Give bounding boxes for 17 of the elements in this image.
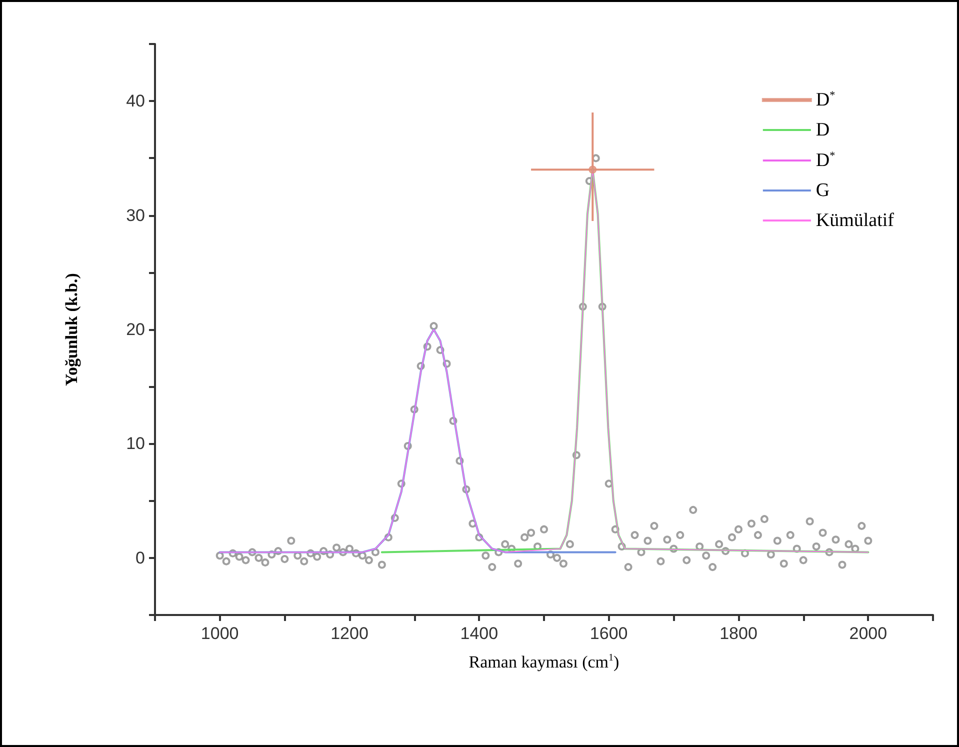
x-tick-label: 2000 [849, 624, 888, 643]
legend-label: G [816, 180, 830, 201]
y-tick-label: 40 [126, 92, 145, 111]
y-tick-label: 30 [126, 206, 145, 225]
legend-label: Kümülatif [816, 210, 895, 231]
legend-label: D* [816, 150, 836, 171]
y-axis-title: Yoğunluk (k.b.) [62, 273, 81, 386]
y-tick-label: 10 [126, 434, 145, 454]
legend-label: D* [816, 90, 836, 110]
x-tick-label: 1400 [460, 624, 498, 643]
x-tick-label: 1600 [590, 624, 628, 643]
x-tick-label: 1200 [330, 624, 368, 643]
y-tick-label: 0 [136, 548, 145, 568]
legend-label: D [816, 120, 830, 140]
x-tick-label: 1000 [200, 624, 239, 643]
x-tick-label: 1800 [720, 624, 758, 643]
y-tick-label: 20 [126, 320, 145, 339]
